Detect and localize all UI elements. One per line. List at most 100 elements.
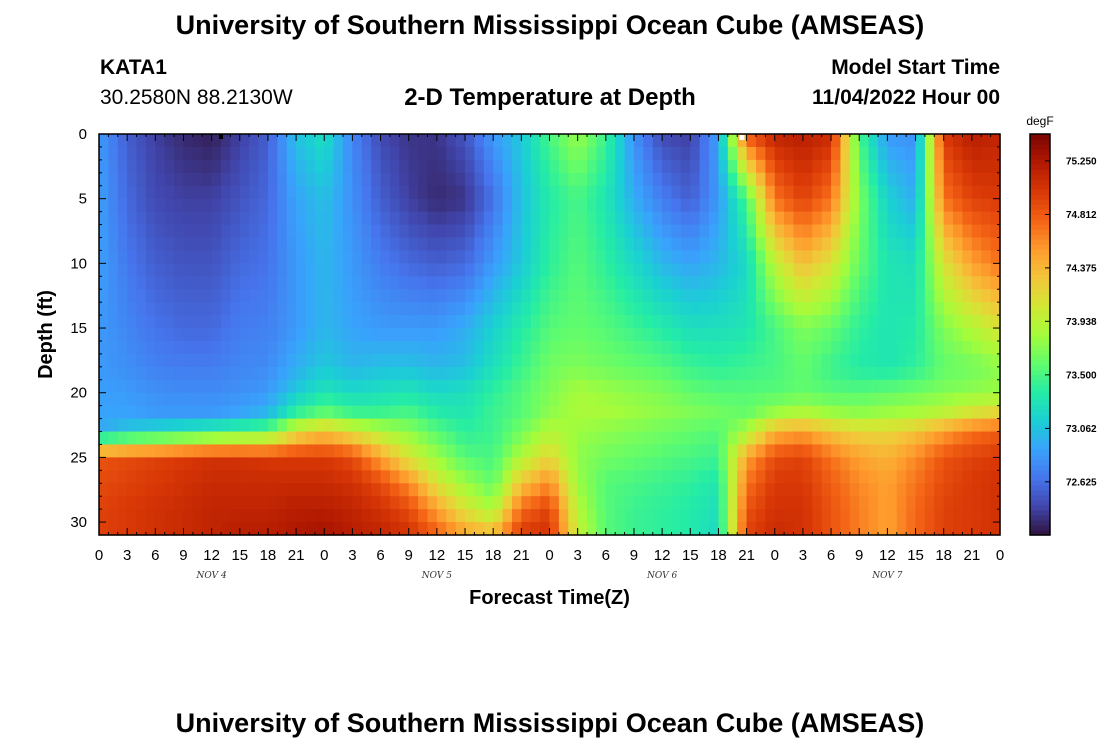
heatmap-cell (540, 134, 551, 148)
heatmap-cell (934, 134, 945, 148)
heatmap-cell (511, 379, 522, 394)
heatmap-cell (652, 159, 663, 174)
heatmap-cell (530, 496, 541, 510)
heatmap-cell (117, 340, 128, 355)
heatmap-cell (765, 431, 776, 446)
heatmap-cell (540, 457, 551, 471)
heatmap-cell (277, 224, 288, 239)
heatmap-cell (755, 276, 766, 290)
heatmap-cell (389, 353, 400, 368)
heatmap-cell (793, 224, 804, 239)
heatmap-cell (699, 250, 710, 264)
heatmap-cell (821, 289, 832, 303)
heatmap-cell (784, 366, 795, 381)
heatmap-cell (221, 470, 231, 484)
heatmap-cell (887, 431, 898, 446)
heatmap-cell (99, 496, 109, 510)
heatmap-cell (455, 405, 466, 420)
heatmap-cell (446, 276, 457, 290)
heatmap-cell (727, 237, 738, 252)
heatmap-cell (493, 159, 504, 174)
heatmap-cell (821, 134, 832, 148)
colorbar-swatch (1030, 229, 1050, 235)
heatmap-cell (155, 470, 166, 484)
heatmap-cell (840, 211, 851, 226)
heatmap-cell (558, 289, 569, 303)
heatmap-cell (286, 509, 297, 523)
heatmap-cell (249, 302, 260, 316)
heatmap-cell (840, 457, 851, 471)
heatmap-cell (314, 366, 325, 381)
heatmap-cell (690, 289, 701, 303)
heatmap-cell (727, 418, 738, 433)
heatmap-cell (943, 315, 954, 329)
heatmap-cell (558, 470, 569, 484)
heatmap-cell (906, 340, 917, 355)
heatmap-cell (136, 509, 147, 523)
heatmap-cell (596, 509, 607, 523)
heatmap-cell (549, 237, 560, 252)
heatmap-cell (258, 315, 269, 329)
heatmap-cell (530, 340, 541, 355)
heatmap-cell (643, 263, 654, 277)
heatmap-cell (239, 237, 250, 252)
heatmap-cell (305, 185, 316, 200)
heatmap-cell (136, 366, 147, 381)
heatmap-cell (643, 172, 654, 187)
heatmap-cell (277, 392, 288, 407)
heatmap-cell (549, 444, 560, 458)
heatmap-cell (746, 237, 757, 252)
heatmap-cell (389, 302, 400, 316)
heatmap-cell (418, 522, 429, 536)
heatmap-cell (183, 134, 194, 148)
heatmap-cell (267, 250, 278, 264)
heatmap-cell (192, 263, 203, 277)
heatmap-cell (296, 172, 307, 187)
heatmap-cell (127, 444, 138, 458)
heatmap-cell (718, 496, 729, 510)
heatmap-cell (934, 366, 945, 381)
heatmap-cell (840, 159, 851, 174)
heatmap-cell (962, 159, 973, 174)
heatmap-cell (906, 353, 917, 368)
heatmap-cell (633, 522, 644, 536)
heatmap-cell (239, 496, 250, 510)
heatmap-cell (934, 431, 945, 446)
heatmap-cell (483, 263, 494, 277)
heatmap-cell (924, 172, 935, 187)
heatmap-cell (511, 315, 522, 329)
heatmap-cell (183, 302, 194, 316)
heatmap-cell (221, 353, 231, 368)
heatmap-cell (868, 224, 879, 239)
heatmap-cell (117, 470, 128, 484)
heatmap-cell (840, 146, 851, 161)
heatmap-cell (746, 340, 757, 355)
heatmap-cell (521, 470, 532, 484)
heatmap-cell (587, 198, 598, 213)
heatmap-cell (455, 496, 466, 510)
heatmap-cell (174, 444, 185, 458)
heatmap-cell (793, 315, 804, 329)
heatmap-cell (352, 328, 363, 342)
heatmap-cell (108, 211, 119, 226)
heatmap-cell (446, 418, 457, 433)
heatmap-cell (296, 509, 307, 523)
heatmap-cell (493, 405, 504, 420)
heatmap-cell (530, 159, 541, 174)
heatmap-cell (690, 276, 701, 290)
heatmap-cell (455, 431, 466, 446)
heatmap-cell (812, 379, 823, 394)
heatmap-cell (718, 250, 729, 264)
heatmap-cell (502, 185, 513, 200)
heatmap-cell (774, 315, 785, 329)
heatmap-cell (859, 224, 870, 239)
heatmap-cell (934, 418, 945, 433)
heatmap-cell (633, 509, 644, 523)
heatmap-cell (530, 315, 541, 329)
heatmap-cell (746, 134, 757, 148)
surface-markers (219, 134, 745, 140)
heatmap-cell (568, 340, 579, 355)
heatmap-cell (117, 134, 128, 148)
heatmap-cell (690, 302, 701, 316)
heatmap-cell (990, 444, 1001, 458)
